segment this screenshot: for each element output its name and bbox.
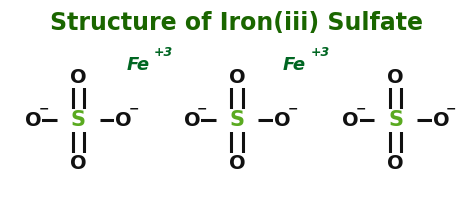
Text: S: S: [229, 110, 245, 131]
Text: +3: +3: [310, 46, 330, 59]
Text: Fe: Fe: [126, 55, 149, 74]
Text: O: O: [432, 111, 449, 130]
Text: +3: +3: [154, 46, 173, 59]
Text: Fe: Fe: [283, 55, 306, 74]
Text: O: O: [387, 154, 404, 173]
Text: −: −: [197, 102, 208, 115]
Text: O: O: [228, 154, 246, 173]
Text: O: O: [228, 68, 246, 87]
Text: −: −: [446, 102, 456, 115]
Text: O: O: [25, 111, 42, 130]
Text: −: −: [38, 102, 49, 115]
Text: O: O: [183, 111, 201, 130]
Text: O: O: [70, 154, 87, 173]
Text: S: S: [71, 110, 86, 131]
Text: −: −: [356, 102, 366, 115]
Text: O: O: [387, 68, 404, 87]
Text: Structure of Iron(iii) Sulfate: Structure of Iron(iii) Sulfate: [51, 11, 423, 35]
Text: O: O: [115, 111, 132, 130]
Text: −: −: [287, 102, 298, 115]
Text: O: O: [273, 111, 291, 130]
Text: O: O: [342, 111, 359, 130]
Text: −: −: [128, 102, 139, 115]
Text: O: O: [70, 68, 87, 87]
Text: S: S: [388, 110, 403, 131]
